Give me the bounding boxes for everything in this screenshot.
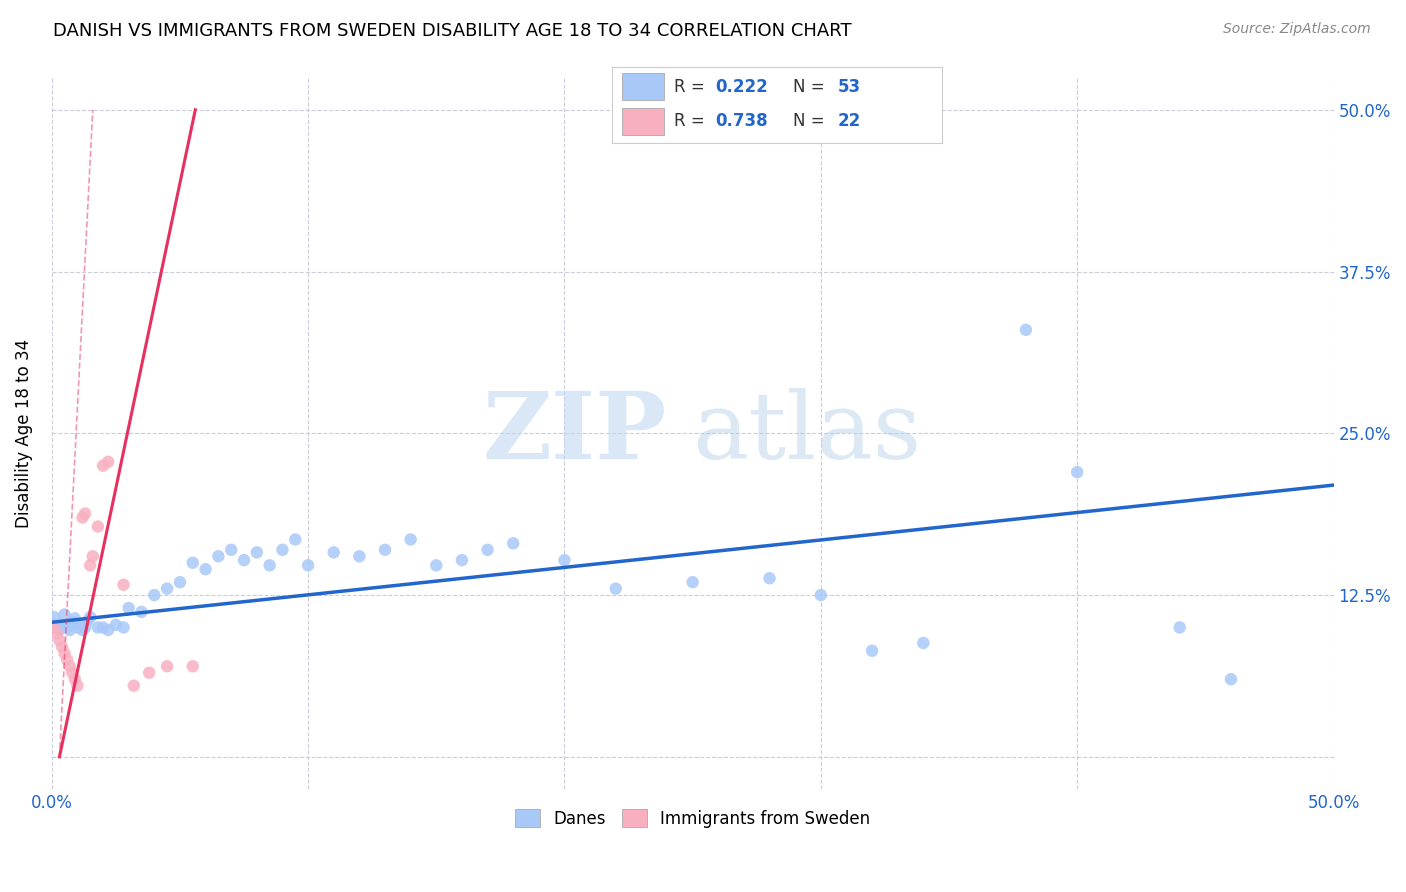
Point (53, 607, 76, 622)
Point (246, 545, 269, 559)
Text: N =: N = (793, 112, 830, 130)
Text: 0.222: 0.222 (716, 78, 769, 95)
Point (72, 623, 94, 637)
Point (169, 575, 191, 590)
Point (207, 549, 229, 564)
Point (451, 553, 474, 567)
Point (284, 533, 307, 547)
Text: Source: ZipAtlas.com: Source: ZipAtlas.com (1223, 22, 1371, 37)
Point (682, 575, 704, 590)
Text: N =: N = (793, 78, 830, 95)
Point (56, 620, 79, 634)
Point (502, 536, 524, 550)
Point (97, 623, 120, 637)
Point (69, 618, 91, 632)
Point (91, 620, 114, 634)
Point (44, 610, 66, 624)
Point (60, 615, 83, 630)
Point (374, 542, 396, 557)
Point (138, 665, 160, 680)
Point (122, 679, 145, 693)
Point (72, 510, 94, 524)
Point (66, 620, 89, 634)
Bar (621, 108, 665, 135)
Y-axis label: Disability Age 18 to 34: Disability Age 18 to 34 (15, 339, 32, 528)
Point (97, 455, 120, 469)
Point (118, 601, 141, 615)
Text: 53: 53 (838, 78, 860, 95)
Point (66, 679, 89, 693)
Point (59, 623, 82, 637)
Point (112, 578, 135, 592)
Text: 0.738: 0.738 (716, 112, 768, 130)
Point (181, 659, 204, 673)
Bar (621, 73, 665, 100)
Text: atlas: atlas (693, 388, 922, 478)
Point (44, 620, 66, 634)
Point (1220, 672, 1243, 686)
Point (51, 618, 73, 632)
Point (758, 571, 780, 585)
Point (75, 507, 97, 521)
Point (425, 558, 447, 573)
Point (45, 620, 67, 634)
Point (399, 533, 422, 547)
Point (75, 620, 97, 634)
Point (271, 542, 294, 557)
Point (45, 627, 67, 641)
Point (59, 659, 82, 673)
Point (76, 614, 98, 628)
Point (1015, 323, 1038, 337)
Point (233, 553, 256, 567)
Point (82, 549, 104, 564)
Point (912, 636, 935, 650)
Point (48, 633, 70, 648)
Point (297, 558, 319, 573)
Point (553, 553, 575, 567)
Point (156, 659, 179, 673)
Point (112, 620, 135, 634)
Point (53, 646, 76, 660)
Point (87, 519, 110, 533)
Text: 22: 22 (838, 112, 862, 130)
Point (131, 605, 153, 619)
Point (63, 672, 86, 686)
Point (605, 582, 627, 596)
Point (259, 558, 281, 573)
Point (91, 458, 114, 473)
Point (79, 558, 101, 573)
Legend: Danes, Immigrants from Sweden: Danes, Immigrants from Sweden (508, 803, 877, 834)
Text: R =: R = (675, 78, 710, 95)
Text: DANISH VS IMMIGRANTS FROM SWEDEN DISABILITY AGE 18 TO 34 CORRELATION CHART: DANISH VS IMMIGRANTS FROM SWEDEN DISABIL… (53, 22, 852, 40)
Point (477, 542, 499, 557)
Point (810, 588, 832, 602)
Point (181, 556, 204, 570)
Point (79, 610, 101, 624)
Point (156, 582, 179, 596)
Point (1168, 620, 1191, 634)
Point (860, 644, 883, 658)
Point (1066, 465, 1088, 479)
Point (48, 623, 70, 637)
Point (349, 549, 371, 564)
Point (60, 665, 83, 680)
Point (194, 562, 217, 576)
Text: R =: R = (675, 112, 710, 130)
Text: ZIP: ZIP (482, 388, 666, 478)
Point (219, 542, 242, 557)
Point (104, 618, 127, 632)
Point (63, 611, 86, 625)
Point (56, 653, 79, 667)
Point (143, 588, 166, 602)
Point (87, 620, 110, 634)
Point (322, 545, 344, 559)
Point (51, 640, 73, 654)
